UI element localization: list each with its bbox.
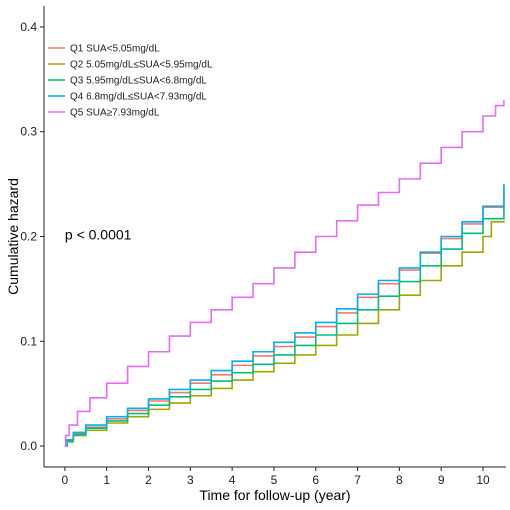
y-tick-label: 0.3 xyxy=(20,125,37,139)
x-tick-label: 8 xyxy=(396,473,403,487)
x-tick-label: 4 xyxy=(229,473,236,487)
legend-label-q3: Q3 5.95mg/dL≤SUA<6.8mg/dL xyxy=(70,76,207,87)
y-tick-label: 0.2 xyxy=(20,230,37,244)
x-tick-label: 9 xyxy=(438,473,445,487)
legend: Q1 SUA<5.05mg/dL Q2 5.05mg/dL≤SUA<5.95mg/… xyxy=(48,44,213,119)
x-tick-label: 5 xyxy=(271,473,278,487)
x-tick-label: 10 xyxy=(476,473,490,487)
legend-label-q2: Q2 5.05mg/dL≤SUA<5.95mg/dL xyxy=(70,60,213,71)
y-axis-title: Cumulative hazard xyxy=(5,178,21,295)
series-line-q2 xyxy=(64,220,505,447)
y-tick-label: 0.4 xyxy=(20,20,37,34)
x-tick-label: 6 xyxy=(312,473,319,487)
legend-label-q4: Q4 6.8mg/dL≤SUA<7.93mg/dL xyxy=(70,92,207,103)
legend-label-q1: Q1 SUA<5.05mg/dL xyxy=(70,44,160,55)
x-tick-label: 7 xyxy=(354,473,361,487)
series-line-q4 xyxy=(64,184,505,447)
axes: 0 1 2 3 4 5 6 7 8 9 10 0.0 0.1 0.2 0.3 0.4 xyxy=(20,6,506,487)
y-tick-label: 0.1 xyxy=(20,334,37,348)
y-tick-label: 0.0 xyxy=(20,439,37,453)
legend-label-q5: Q5 SUA≥7.93mg/dL xyxy=(70,108,160,119)
x-tick-label: 3 xyxy=(187,473,194,487)
series-line-q1 xyxy=(64,185,505,447)
x-axis-title: Time for follow-up (year) xyxy=(199,487,350,503)
x-tick-label: 0 xyxy=(62,473,69,487)
series-line-q5 xyxy=(64,100,505,447)
p-value-annotation: p < 0.0001 xyxy=(65,227,132,243)
x-tick-label: 2 xyxy=(145,473,152,487)
x-tick-label: 1 xyxy=(103,473,110,487)
series-layer xyxy=(64,100,505,447)
